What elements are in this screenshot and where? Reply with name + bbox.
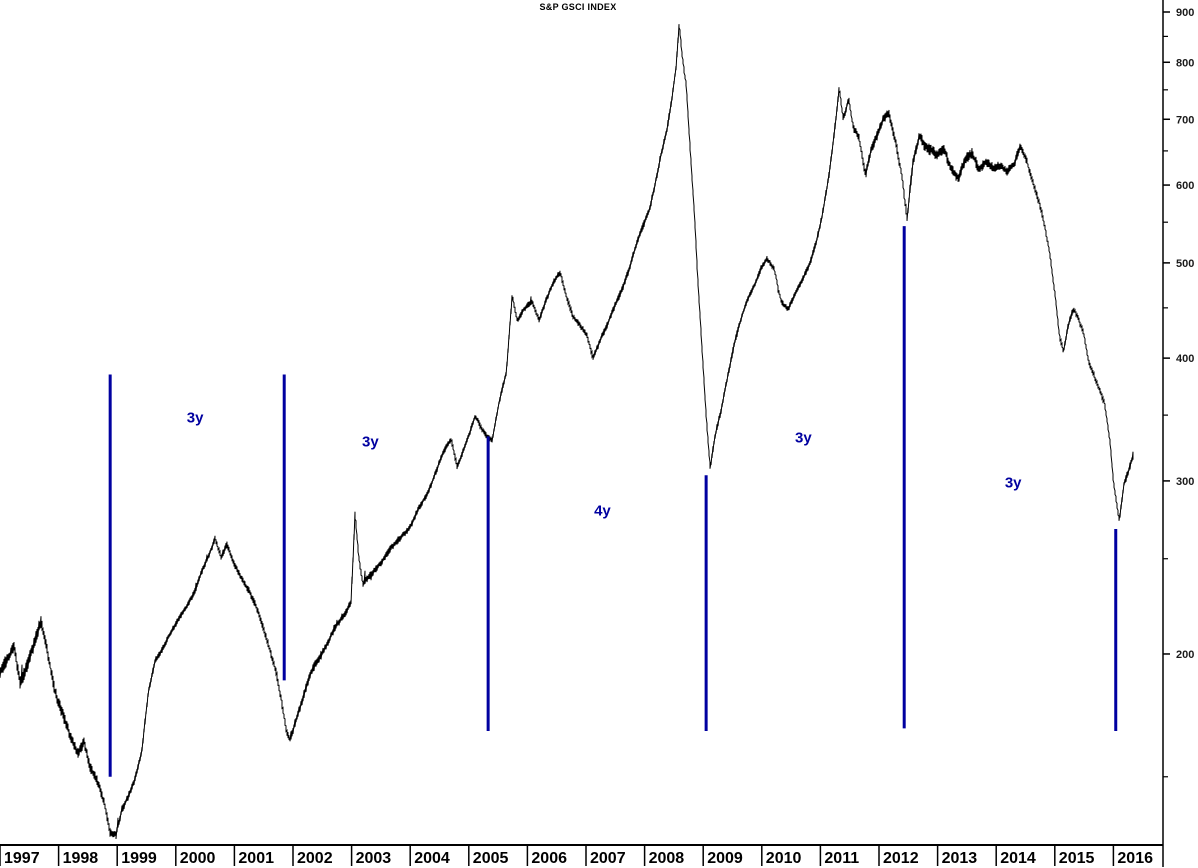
- x-year-label: 2002: [297, 850, 333, 867]
- x-year-label: 2000: [180, 850, 216, 867]
- price-series-path: [0, 24, 1134, 840]
- y-tick-label: 300: [1176, 476, 1194, 488]
- x-year-label: 2008: [649, 850, 685, 867]
- x-year-label: 2011: [824, 850, 859, 867]
- x-year-label: 2003: [356, 850, 392, 867]
- y-tick-label: 400: [1176, 353, 1194, 365]
- cycle-period-label: 3y: [187, 410, 204, 427]
- chart-title: S&P GSCI INDEX: [539, 2, 617, 12]
- x-year-label: 2005: [473, 850, 509, 867]
- y-tick-label: 200: [1176, 649, 1194, 661]
- y-tick-label: 600: [1176, 180, 1194, 192]
- x-year-label: 2012: [883, 850, 919, 867]
- x-year-label: 1998: [63, 850, 99, 867]
- cycle-period-label: 3y: [795, 430, 812, 447]
- x-year-label: 2016: [1117, 850, 1153, 867]
- x-year-label: 2015: [1059, 850, 1095, 867]
- x-year-label: 2009: [707, 850, 743, 867]
- x-year-label: 1997: [4, 850, 40, 867]
- cycle-period-label: 3y: [362, 434, 379, 451]
- x-year-label: 2004: [414, 850, 450, 867]
- x-year-label: 2007: [590, 850, 626, 867]
- cycle-period-label: 4y: [594, 502, 611, 519]
- x-year-label: 2001: [238, 850, 274, 867]
- y-tick-label: 700: [1176, 114, 1194, 126]
- y-tick-label: 500: [1176, 258, 1194, 270]
- x-year-label: 2006: [531, 850, 567, 867]
- x-year-label: 2013: [942, 850, 978, 867]
- x-year-label: 1999: [121, 850, 157, 867]
- y-tick-label: 800: [1176, 57, 1194, 69]
- y-tick-label: 900: [1176, 7, 1194, 19]
- x-year-label: 2010: [766, 850, 802, 867]
- cycle-period-label: 3y: [1005, 474, 1022, 491]
- x-year-label: 2014: [1000, 850, 1036, 867]
